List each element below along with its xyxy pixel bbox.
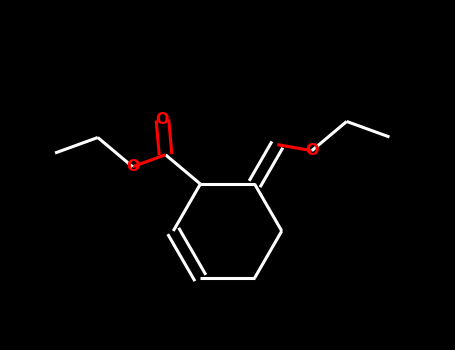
Text: O: O [126,159,139,174]
Text: O: O [156,112,169,127]
Text: O: O [305,143,318,158]
